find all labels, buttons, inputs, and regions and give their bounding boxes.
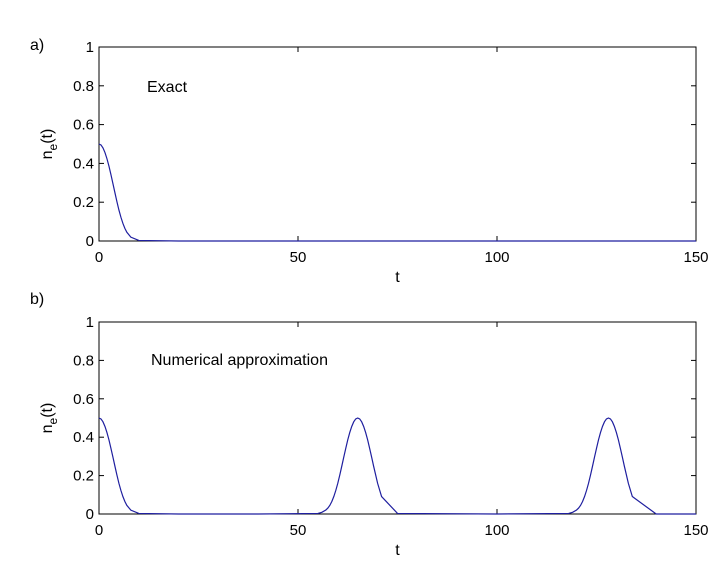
panel-b-series-line xyxy=(98,417,696,515)
panel-a-y-axis-label-suffix: (t) xyxy=(39,129,56,144)
panel-b: b) 0 50 100 150 0 0.2 0.4 0.6 0.8 1 Numerical app… xyxy=(30,291,709,559)
panel-b-annotation: Numerical approximation xyxy=(151,352,328,369)
panel-b-y-axis-label-sub: e xyxy=(46,417,60,424)
panel-a-y-tick-label: 0.6 xyxy=(73,117,94,134)
panel-b-ticks: 0 50 100 150 0 0.2 0.4 0.6 0.8 1 xyxy=(73,314,708,539)
panel-a: a) 0 50 100 150 0 0.2 0.4 0.6 0.8 1 Exact t ne(t) xyxy=(30,37,709,286)
panel-a-label: a) xyxy=(30,37,44,54)
panel-b-y-tick-label: 0.4 xyxy=(73,429,94,446)
panel-b-y-tick-label: 0.8 xyxy=(73,352,94,369)
panel-b-y-axis-label-suffix: (t) xyxy=(39,403,56,418)
panel-b-y-tick-label: 0 xyxy=(86,506,94,523)
panel-a-series-line xyxy=(98,143,696,242)
panel-b-x-tick-label: 50 xyxy=(290,522,307,539)
panel-a-y-axis-label-sub: e xyxy=(46,143,60,150)
panel-a-annotation: Exact xyxy=(147,79,188,96)
panel-a-y-axis-label-main: n xyxy=(39,150,56,159)
panel-b-y-axis-label: ne(t) xyxy=(39,403,60,434)
panel-a-y-tick-label: 0 xyxy=(86,233,94,250)
panel-a-ticks: 0 50 100 150 0 0.2 0.4 0.6 0.8 1 xyxy=(73,39,708,266)
panel-b-x-tick-label: 100 xyxy=(484,522,509,539)
panel-a-x-tick-label: 150 xyxy=(683,249,708,266)
panel-b-y-tick-label: 0.2 xyxy=(73,468,94,485)
panel-a-y-tick-label: 0.8 xyxy=(73,78,94,95)
panel-b-x-axis-label: t xyxy=(395,542,400,559)
panel-a-x-axis-label: t xyxy=(395,269,400,286)
panel-b-x-tick-label: 150 xyxy=(683,522,708,539)
panel-a-y-tick-label: 0.2 xyxy=(73,194,94,211)
panel-b-x-tick-label: 0 xyxy=(95,522,103,539)
panel-a-x-tick-label: 100 xyxy=(484,249,509,266)
panel-b-y-tick-label: 1 xyxy=(86,314,94,331)
panel-b-label: b) xyxy=(30,291,44,308)
panel-a-x-tick-label: 0 xyxy=(95,249,103,266)
panel-b-y-axis-label-main: n xyxy=(39,424,56,433)
panel-a-y-tick-label: 1 xyxy=(86,39,94,56)
panel-b-y-tick-label: 0.6 xyxy=(73,391,94,408)
panel-a-y-axis-label: ne(t) xyxy=(39,129,60,160)
panel-a-y-tick-label: 0.4 xyxy=(73,155,94,172)
panel-a-x-tick-label: 50 xyxy=(290,249,307,266)
